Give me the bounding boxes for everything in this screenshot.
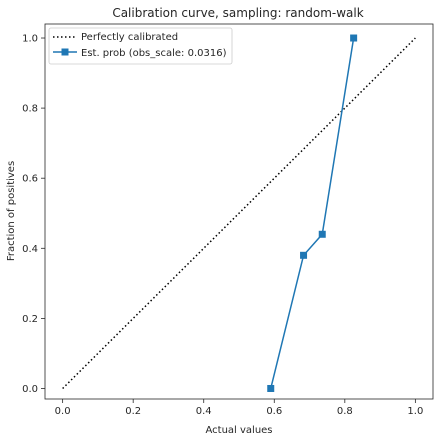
x-axis-label: Actual values: [205, 425, 272, 436]
y-tick-label: 1.0: [22, 34, 38, 45]
estimate-point: [318, 230, 326, 238]
plot-area: [44, 23, 434, 400]
legend-label-est: Est. prob (obs_scale: 0.0316): [81, 48, 227, 59]
series-layer: [62, 34, 416, 392]
perfect-calibration-line: [62, 37, 416, 390]
estimate-point: [350, 34, 358, 42]
x-tick-label: 0.4: [196, 406, 212, 417]
legend-marker-est: [61, 48, 69, 56]
y-tick-label: 0.0: [22, 384, 38, 395]
x-axis-ticks: 0.0 0.2 0.4 0.6 0.8 1.0: [55, 399, 423, 417]
y-axis-label: Fraction of positives: [6, 161, 17, 261]
y-axis-ticks: 0.0 0.2 0.4 0.6 0.8 1.0: [22, 34, 45, 395]
y-tick-label: 0.8: [22, 104, 38, 115]
chart-title: Calibration curve, sampling: random-walk: [112, 6, 363, 20]
x-tick-label: 0.0: [55, 406, 71, 417]
x-tick-label: 0.2: [125, 406, 141, 417]
y-tick-label: 0.2: [22, 314, 38, 325]
x-tick-label: 1.0: [407, 406, 423, 417]
legend-box: [48, 27, 233, 65]
estimate-series-line: [270, 37, 355, 389]
legend-label-perfect: Perfectly calibrated: [81, 32, 178, 43]
y-tick-label: 0.6: [22, 174, 38, 185]
x-tick-label: 0.8: [337, 406, 353, 417]
y-tick-label: 0.4: [22, 244, 38, 255]
estimate-point: [267, 384, 275, 392]
estimate-point: [300, 251, 308, 259]
x-tick-label: 0.6: [266, 406, 282, 417]
legend: Perfectly calibrated Est. prob (obs_scal…: [48, 27, 233, 65]
